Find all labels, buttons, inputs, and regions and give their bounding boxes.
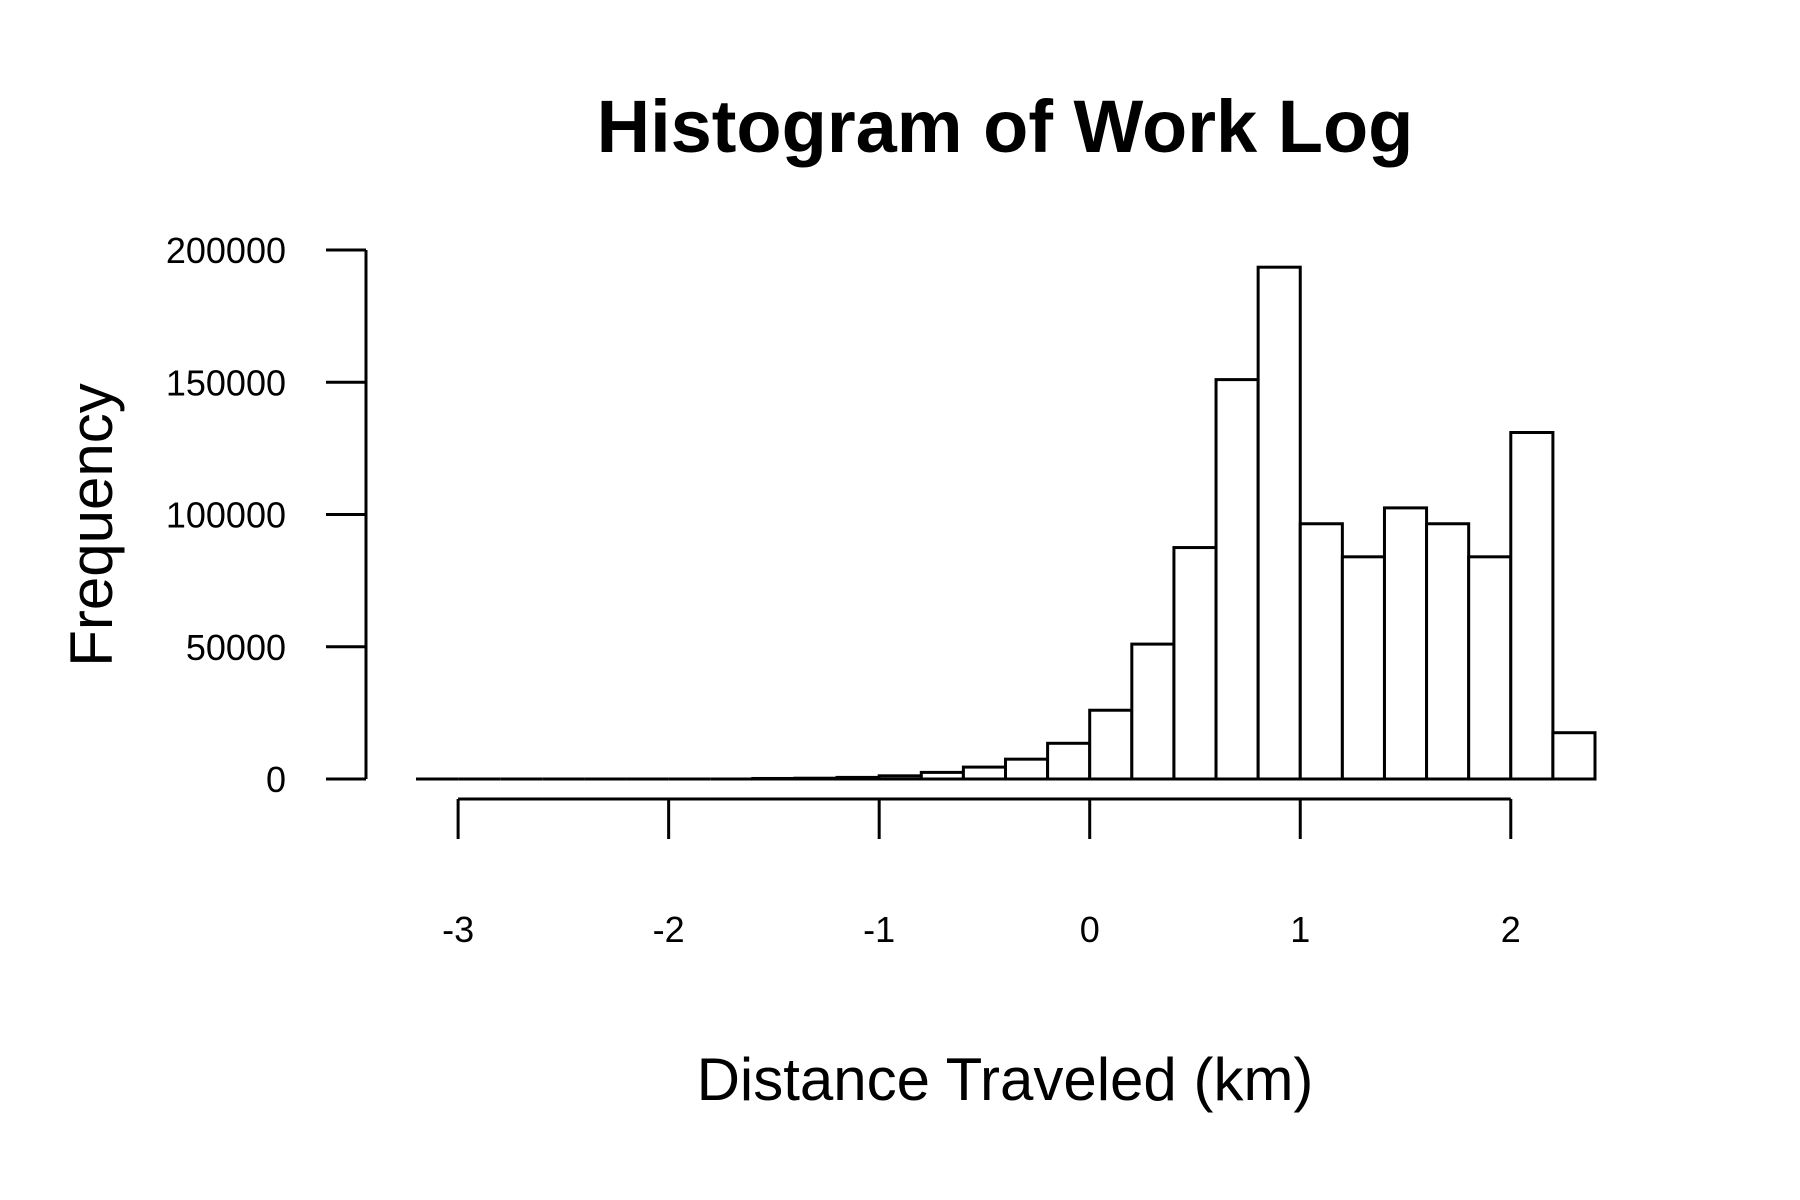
histogram-bar-27 bbox=[1551, 731, 1597, 781]
histogram-bar-14 bbox=[1004, 757, 1050, 781]
x-tick-label-1: -2 bbox=[653, 909, 685, 950]
histogram-bar-8 bbox=[751, 776, 797, 781]
histogram-bar-23 bbox=[1382, 506, 1429, 781]
histogram-bar-11 bbox=[877, 774, 923, 781]
histogram-bar-24 bbox=[1425, 522, 1471, 781]
y-tick-label-1: 50000 bbox=[186, 627, 286, 668]
y-tick-label-2: 100000 bbox=[166, 495, 286, 536]
histogram-bar-12 bbox=[919, 770, 965, 781]
histogram-bar-26 bbox=[1509, 431, 1555, 781]
histogram-bar-18 bbox=[1172, 546, 1218, 781]
x-tick-label-5: 2 bbox=[1501, 909, 1521, 950]
y-tick-label-4: 200000 bbox=[166, 230, 286, 271]
y-axis: 0 50000 100000 150000 200000 bbox=[166, 230, 368, 800]
y-tick-label-0: 0 bbox=[266, 759, 286, 800]
histogram-bars bbox=[416, 265, 1597, 781]
x-tick-label-2: -1 bbox=[863, 909, 895, 950]
x-tick-label-3: 0 bbox=[1080, 909, 1100, 950]
histogram-bar-10 bbox=[835, 775, 881, 781]
histogram-bar-19 bbox=[1214, 378, 1260, 781]
y-tick-label-3: 150000 bbox=[166, 362, 286, 403]
x-axis-label: Distance Traveled (km) bbox=[697, 1046, 1314, 1113]
chart-title: Histogram of Work Log bbox=[597, 85, 1414, 168]
histogram-bar-25 bbox=[1467, 555, 1513, 781]
x-tick-label-0: -3 bbox=[442, 909, 474, 950]
histogram-bar-20 bbox=[1256, 265, 1302, 781]
histogram-bar-17 bbox=[1130, 642, 1176, 781]
y-axis-label: Frequency bbox=[58, 383, 125, 666]
histogram-bar-22 bbox=[1340, 555, 1386, 781]
x-axis: -3 -2 -1 0 1 2 bbox=[442, 797, 1521, 950]
histogram-bar-13 bbox=[961, 765, 1008, 781]
x-tick-label-4: 1 bbox=[1290, 909, 1310, 950]
histogram-bar-21 bbox=[1298, 522, 1344, 781]
histogram-bar-15 bbox=[1046, 741, 1092, 781]
histogram-bar-9 bbox=[793, 776, 839, 781]
histogram-bar-16 bbox=[1088, 708, 1134, 781]
